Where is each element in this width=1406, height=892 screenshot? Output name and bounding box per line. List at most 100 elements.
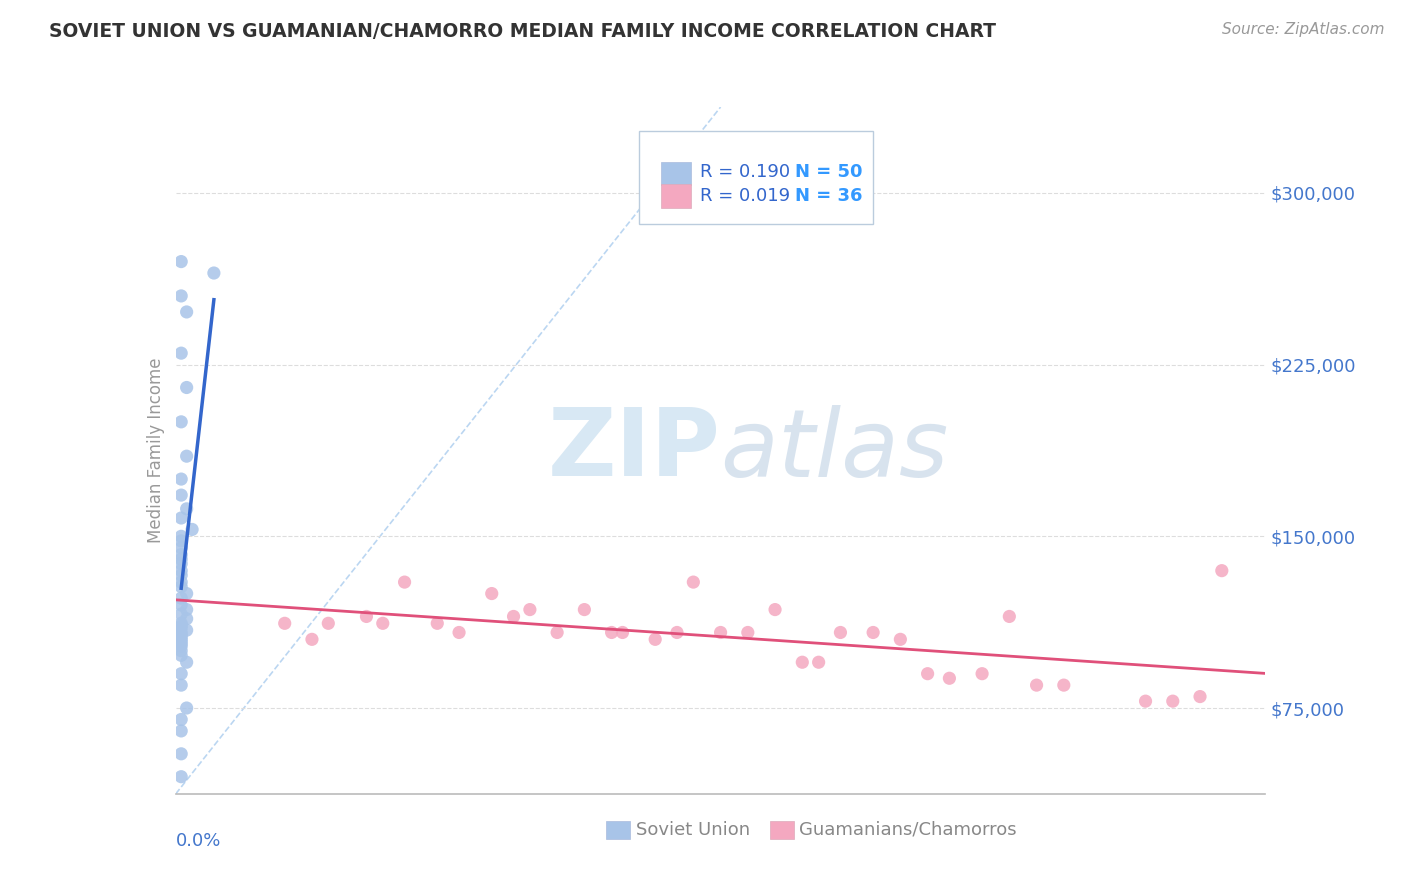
Point <box>644 632 666 647</box>
Point <box>170 415 193 429</box>
Point <box>170 580 193 594</box>
Point <box>170 289 193 303</box>
Point <box>176 305 198 319</box>
Text: N = 50: N = 50 <box>794 163 862 181</box>
Point <box>574 602 596 616</box>
Point <box>170 591 193 606</box>
Point <box>181 523 204 537</box>
Point <box>170 346 193 360</box>
Y-axis label: Median Family Income: Median Family Income <box>146 358 165 543</box>
Text: 0.0%: 0.0% <box>176 831 221 850</box>
Point <box>356 609 378 624</box>
Point <box>170 568 193 582</box>
Point <box>998 609 1021 624</box>
Point <box>170 618 193 632</box>
Point <box>170 598 193 612</box>
Point <box>170 628 193 642</box>
Point <box>170 533 193 548</box>
Point <box>519 602 541 616</box>
Point <box>170 713 193 727</box>
Point <box>176 655 198 669</box>
Point <box>763 602 786 616</box>
Point <box>371 616 394 631</box>
Text: SOVIET UNION VS GUAMANIAN/CHAMORRO MEDIAN FAMILY INCOME CORRELATION CHART: SOVIET UNION VS GUAMANIAN/CHAMORRO MEDIA… <box>49 22 997 41</box>
Point <box>170 616 193 631</box>
Point <box>917 666 939 681</box>
Text: Soviet Union: Soviet Union <box>636 821 749 838</box>
Point <box>426 616 449 631</box>
Point <box>170 254 193 268</box>
Point <box>481 586 503 600</box>
Point <box>1189 690 1212 704</box>
Point <box>318 616 340 631</box>
Point <box>394 575 416 590</box>
Point <box>176 501 198 516</box>
Point <box>807 655 830 669</box>
Text: N = 36: N = 36 <box>794 186 862 205</box>
Text: ZIP: ZIP <box>548 404 721 497</box>
Point <box>170 541 193 555</box>
Point <box>202 266 225 280</box>
Point <box>938 671 960 685</box>
Point <box>176 612 198 626</box>
Point <box>170 488 193 502</box>
Point <box>170 630 193 644</box>
Point <box>1211 564 1233 578</box>
Text: Source: ZipAtlas.com: Source: ZipAtlas.com <box>1222 22 1385 37</box>
Point <box>1161 694 1184 708</box>
Point <box>710 625 733 640</box>
Point <box>170 552 193 566</box>
Point <box>176 586 198 600</box>
Point <box>170 472 193 486</box>
Point <box>170 625 193 640</box>
Point <box>737 625 759 640</box>
Point <box>612 625 634 640</box>
Bar <box>769 822 793 838</box>
Point <box>170 639 193 653</box>
Bar <box>606 822 630 838</box>
Point <box>301 632 323 647</box>
Point <box>170 607 193 622</box>
Point <box>170 511 193 525</box>
Point <box>170 557 193 571</box>
Point <box>447 625 470 640</box>
Point <box>170 548 193 562</box>
Text: atlas: atlas <box>721 405 949 496</box>
Point <box>176 602 198 616</box>
Point <box>170 575 193 590</box>
Point <box>176 623 198 637</box>
Point <box>862 625 884 640</box>
Point <box>546 625 568 640</box>
Point <box>170 644 193 658</box>
Point <box>176 701 198 715</box>
Point <box>889 632 911 647</box>
Bar <box>661 161 692 186</box>
FancyBboxPatch shape <box>638 131 873 224</box>
Point <box>1053 678 1076 692</box>
Point <box>170 666 193 681</box>
Point <box>1025 678 1047 692</box>
Text: R = 0.190: R = 0.190 <box>700 163 790 181</box>
Point <box>1135 694 1157 708</box>
Point <box>830 625 852 640</box>
Point <box>682 575 704 590</box>
Point <box>502 609 524 624</box>
Point <box>170 621 193 635</box>
Point <box>170 632 193 647</box>
Point <box>176 380 198 394</box>
Text: R = 0.019: R = 0.019 <box>700 186 790 205</box>
Point <box>970 666 993 681</box>
Point <box>600 625 623 640</box>
Point <box>170 770 193 784</box>
Point <box>170 747 193 761</box>
Point <box>666 625 689 640</box>
Point <box>170 648 193 663</box>
Point <box>176 449 198 463</box>
Point <box>170 529 193 543</box>
Text: Guamanians/Chamorros: Guamanians/Chamorros <box>799 821 1017 838</box>
Point <box>170 637 193 651</box>
Point <box>792 655 814 669</box>
Point <box>170 564 193 578</box>
Point <box>170 634 193 648</box>
Bar <box>661 184 692 208</box>
